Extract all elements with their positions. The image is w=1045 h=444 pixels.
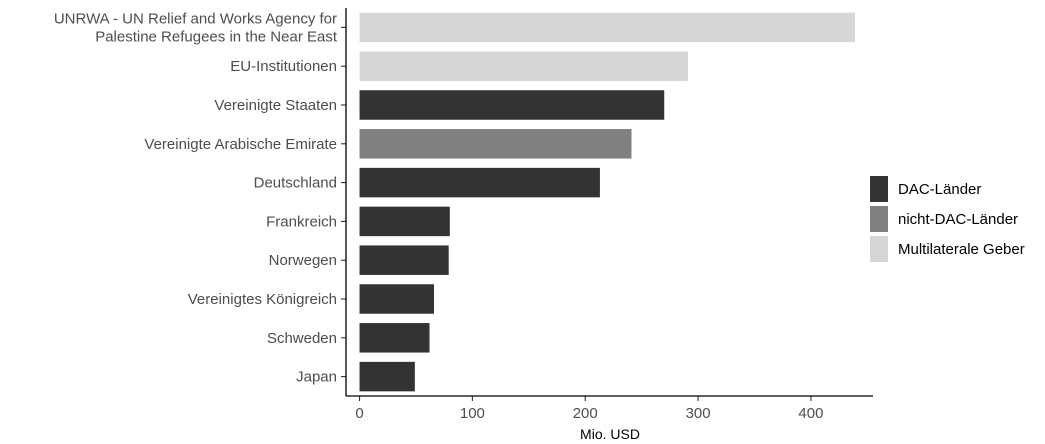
category-label-line: Deutschland	[254, 175, 337, 192]
bar	[359, 90, 665, 120]
bar	[359, 167, 600, 198]
category-label-line: Frankreich	[266, 213, 337, 230]
x-axis-ticks: 0 100 200 300 400	[355, 396, 823, 422]
category-label-line: Japan	[296, 369, 337, 386]
category-label: Deutschland	[254, 175, 337, 192]
category-label-line: Norwegen	[269, 252, 337, 269]
bar	[359, 361, 415, 392]
bar	[359, 129, 632, 159]
bar	[359, 284, 435, 314]
bar	[359, 245, 449, 275]
bars-group	[359, 12, 855, 392]
category-label-line: Palestine Refugees in the Near East	[95, 28, 338, 45]
x-tick-label: 400	[798, 405, 823, 422]
bar	[359, 206, 450, 237]
bar	[359, 323, 430, 353]
legend-label: nicht-DAC-Länder	[898, 211, 1018, 228]
category-label: Frankreich	[266, 213, 337, 230]
category-label-line: EU-Institutionen	[230, 58, 337, 75]
x-tick-label: 0	[355, 405, 363, 422]
category-labels: UNRWA - UN Relief and Works Agency for Pa…	[54, 10, 338, 385]
x-axis-title: Mio. USD	[580, 426, 640, 442]
x-tick-label: 200	[573, 405, 598, 422]
category-label: Vereinigte Staaten	[214, 97, 337, 114]
category-label-line: UNRWA - UN Relief and Works Agency for	[54, 10, 337, 27]
category-label: Norwegen	[269, 252, 337, 269]
category-label-line: Vereinigte Arabische Emirate	[144, 136, 337, 153]
category-label-line: Schweden	[267, 330, 337, 347]
category-label: Schweden	[267, 330, 337, 347]
category-label: EU-Institutionen	[230, 58, 337, 75]
legend-swatch	[870, 236, 888, 262]
category-label: Vereinigte Arabische Emirate	[144, 136, 337, 153]
category-label: Vereinigtes Königreich	[188, 291, 337, 308]
category-label: UNRWA - UN Relief and Works Agency for Pa…	[54, 10, 338, 45]
legend: DAC-Länder nicht-DAC-Länder Multilaterale …	[870, 176, 1025, 262]
category-label: Japan	[296, 369, 337, 386]
bar	[359, 51, 688, 81]
x-tick-label: 300	[686, 405, 711, 422]
y-axis-ticks	[341, 26, 346, 378]
x-tick-label: 100	[460, 405, 485, 422]
legend-label: Multilaterale Geber	[898, 241, 1025, 258]
legend-swatch	[870, 176, 888, 202]
category-label-line: Vereinigte Staaten	[214, 97, 337, 114]
category-label-line: Vereinigtes Königreich	[188, 291, 337, 308]
legend-swatch	[870, 206, 888, 232]
bar	[359, 12, 855, 43]
legend-label: DAC-Länder	[898, 181, 981, 198]
